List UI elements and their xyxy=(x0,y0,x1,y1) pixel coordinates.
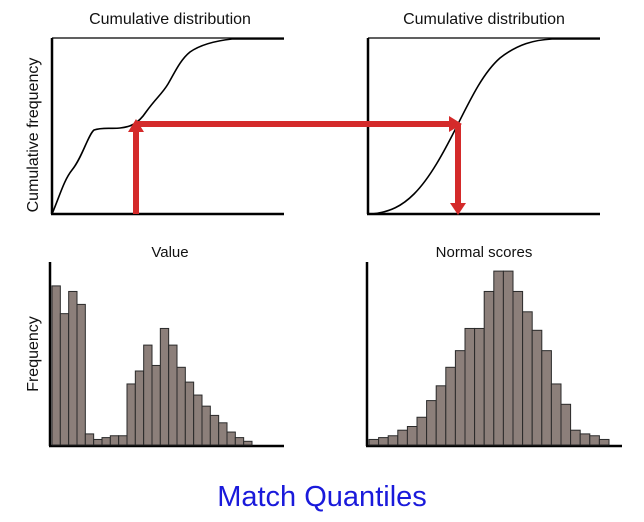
right-hist-bar-10 xyxy=(454,350,466,446)
left-hist-bar-14 xyxy=(159,327,170,446)
right-hist-bar-17 xyxy=(522,311,533,446)
caption: Match Quantiles xyxy=(217,481,427,513)
right-hist-bar-4 xyxy=(397,429,408,446)
left-hist-bar-2 xyxy=(59,313,70,446)
quantile-arrows xyxy=(128,116,466,215)
left-hist-bar-15 xyxy=(168,344,178,446)
left-hist-bar-12 xyxy=(143,344,153,446)
right-hist-bar-16 xyxy=(512,290,524,446)
left-hist-bar-16 xyxy=(176,366,186,446)
right-hist-bar-15 xyxy=(502,270,514,446)
left-hist-bar-9 xyxy=(118,435,128,446)
left-hist-bar-6 xyxy=(93,438,103,446)
right-hist-bar-19 xyxy=(541,350,552,446)
left-hist-bar-23 xyxy=(234,437,245,446)
left-hist-bar-7 xyxy=(101,437,111,446)
right-hist-bar-6 xyxy=(416,416,428,446)
right-hist-bar-8 xyxy=(435,385,447,446)
right-hist-bar-3 xyxy=(387,435,399,446)
right-hist-bar-14 xyxy=(493,270,504,446)
left-hist-bar-1 xyxy=(51,285,61,446)
right-hist-bar-11 xyxy=(464,327,476,446)
left-hist-bar-10 xyxy=(126,383,136,446)
right-hist-bars xyxy=(368,270,610,446)
left-hist-title: Value xyxy=(151,244,188,261)
left-hist-bar-11 xyxy=(134,370,145,446)
left-hist-bar-22 xyxy=(226,431,236,446)
right-hist-bar-2 xyxy=(378,437,389,446)
right-hist-bar-23 xyxy=(579,433,591,446)
cdf-ylabel: Cumulative frequency xyxy=(25,58,42,213)
left-hist-bar-24 xyxy=(243,440,253,446)
right-hist-bar-12 xyxy=(474,327,485,446)
left-hist-bar-5 xyxy=(84,433,95,446)
hist-ylabel: Frequency xyxy=(25,316,42,392)
left-hist-bar-8 xyxy=(109,435,120,446)
left-hist-axes xyxy=(48,262,284,448)
right-hist-bar-20 xyxy=(550,383,562,446)
right-hist-bar-7 xyxy=(426,400,437,446)
left-hist-bar-18 xyxy=(193,394,203,446)
left-hist-bar-13 xyxy=(151,364,161,446)
right-hist-title: Normal scores xyxy=(436,244,533,261)
right-hist-bar-1 xyxy=(368,438,380,446)
right-hist-bar-18 xyxy=(531,329,543,446)
right-hist-bar-5 xyxy=(406,426,418,446)
right-hist-bar-25 xyxy=(598,438,610,446)
right-hist-bar-24 xyxy=(589,435,600,446)
right-hist-bar-21 xyxy=(560,403,572,446)
right-hist-bar-22 xyxy=(570,429,581,446)
left-hist-bar-20 xyxy=(209,414,220,446)
left-hist-bar-4 xyxy=(76,303,86,446)
left-hist-bar-17 xyxy=(184,381,195,446)
right-cdf-title: Cumulative distribution xyxy=(403,11,565,28)
right-hist-bar-9 xyxy=(445,366,456,446)
left-cdf-title: Cumulative distribution xyxy=(89,11,251,28)
left-cdf-axes xyxy=(50,37,284,216)
left-hist-bar-3 xyxy=(68,290,78,446)
left-hist-bars xyxy=(51,285,253,446)
left-hist-bar-19 xyxy=(201,405,211,446)
right-hist-axes xyxy=(365,262,622,448)
right-hist-bar-13 xyxy=(483,290,495,446)
left-hist-bar-21 xyxy=(218,422,228,446)
